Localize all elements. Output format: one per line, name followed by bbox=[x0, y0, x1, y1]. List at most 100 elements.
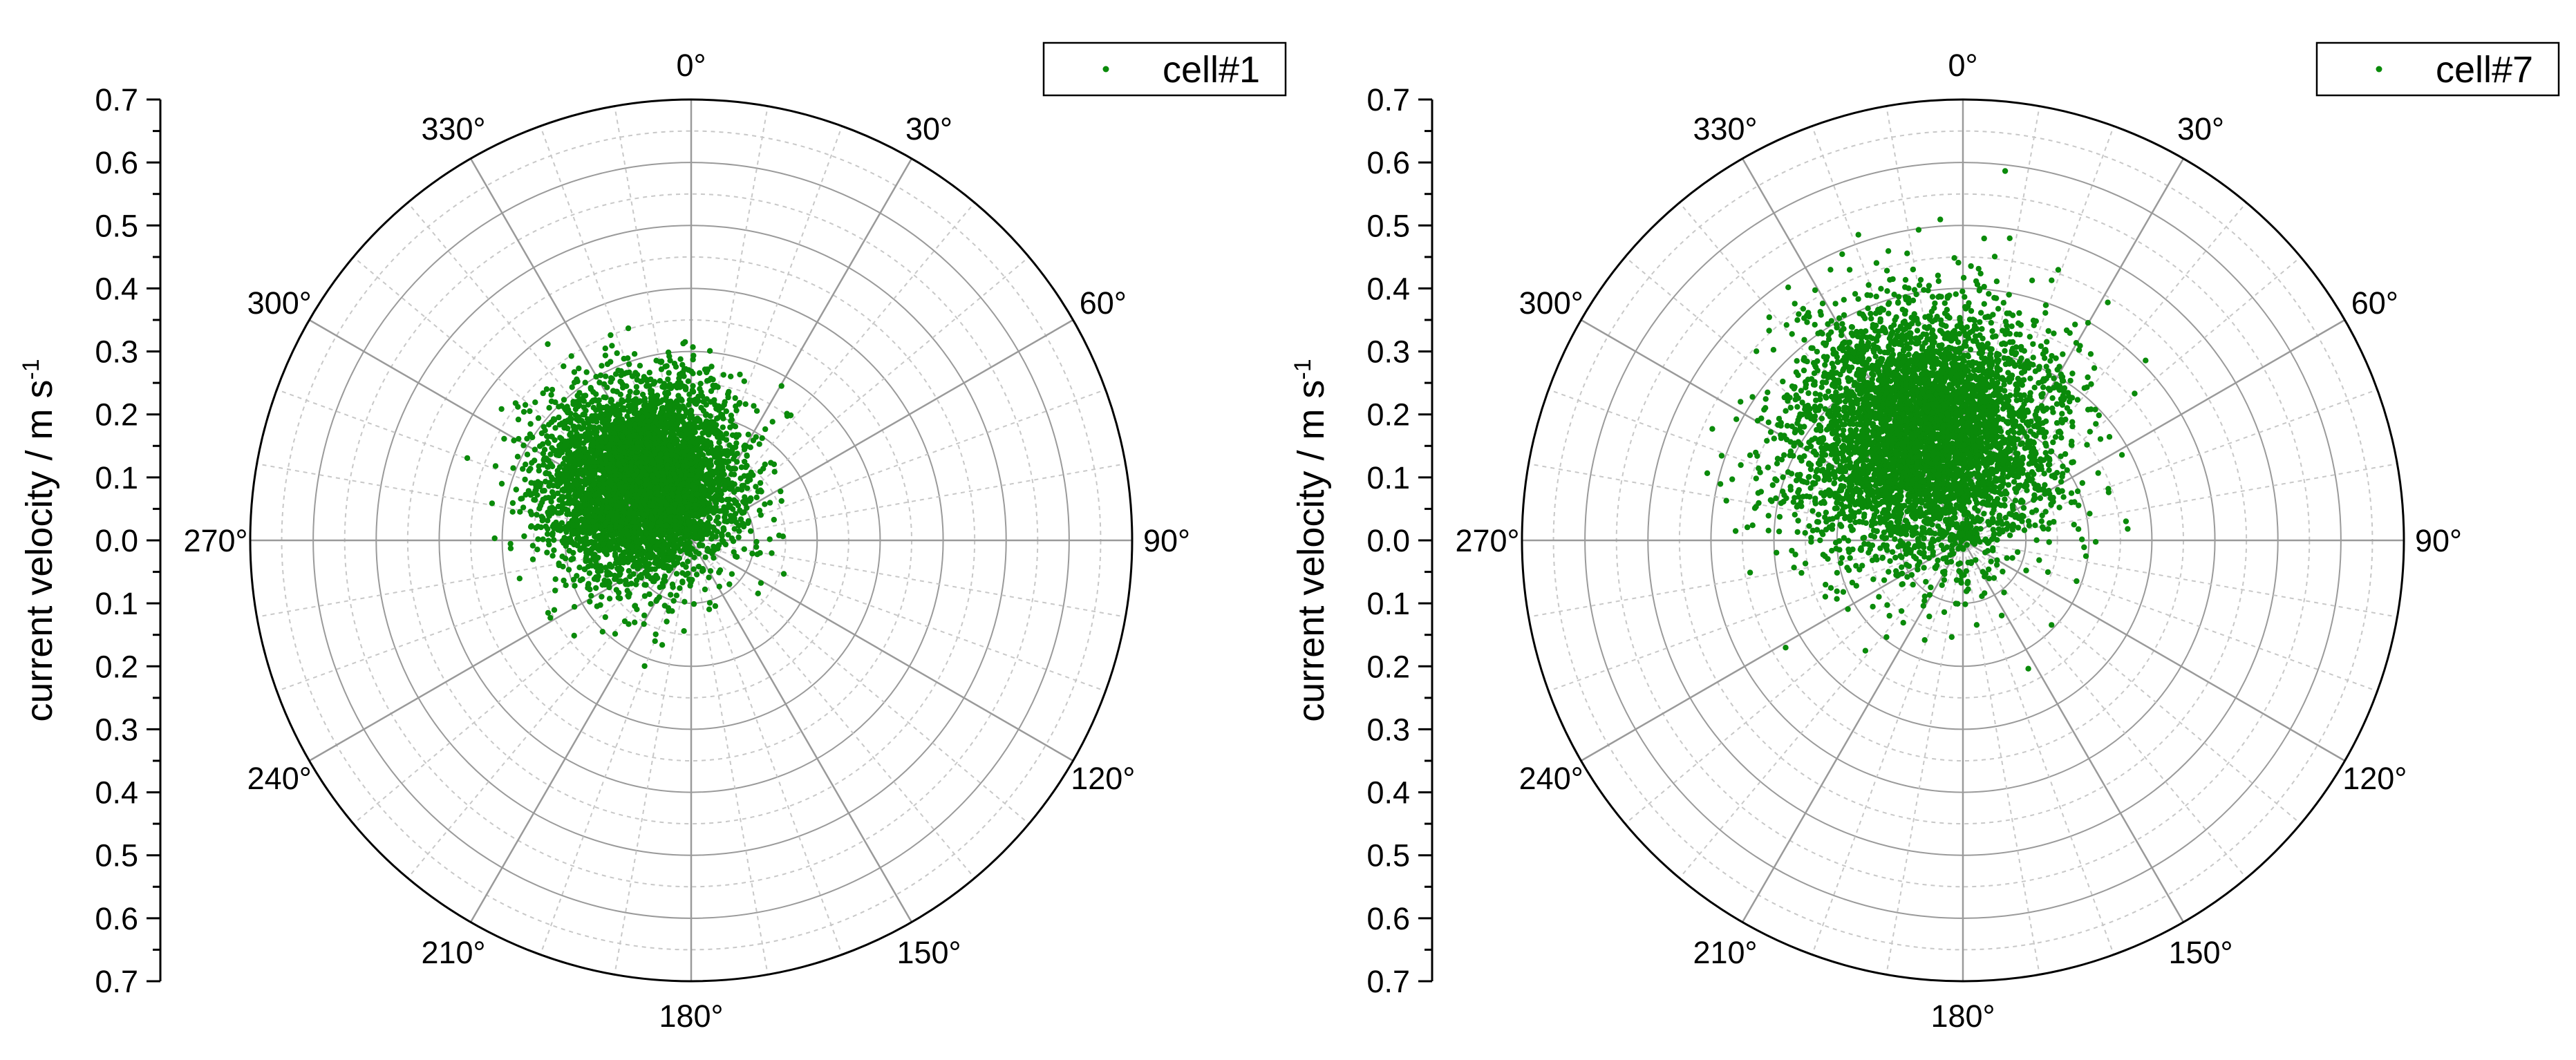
data-point bbox=[771, 516, 778, 523]
data-point bbox=[728, 413, 735, 419]
data-point bbox=[614, 350, 620, 357]
data-point bbox=[588, 539, 594, 545]
data-point bbox=[677, 514, 684, 520]
data-point bbox=[762, 501, 768, 507]
data-point bbox=[730, 422, 737, 429]
data-point bbox=[619, 541, 626, 547]
data-point bbox=[693, 533, 699, 540]
data-point bbox=[715, 514, 721, 520]
data-point bbox=[719, 404, 726, 410]
data-point bbox=[681, 366, 687, 373]
data-point bbox=[583, 491, 590, 497]
data-point bbox=[684, 426, 690, 433]
data-point bbox=[741, 509, 747, 515]
data-point bbox=[706, 515, 713, 522]
data-point bbox=[674, 437, 680, 444]
data-point bbox=[722, 458, 728, 464]
data-point bbox=[663, 412, 670, 418]
data-point bbox=[527, 421, 534, 427]
data-point bbox=[643, 448, 650, 455]
data-point bbox=[603, 410, 609, 417]
data-point bbox=[646, 370, 652, 376]
data-point bbox=[587, 507, 593, 513]
data-point bbox=[736, 528, 742, 534]
data-point bbox=[686, 420, 693, 426]
data-point bbox=[643, 435, 650, 442]
data-point bbox=[685, 519, 691, 525]
data-point bbox=[778, 383, 784, 389]
data-point bbox=[703, 411, 710, 417]
data-point bbox=[575, 471, 581, 477]
data-point bbox=[715, 477, 722, 484]
data-point bbox=[647, 483, 654, 490]
data-point bbox=[720, 415, 726, 422]
data-point bbox=[549, 386, 556, 393]
data-point bbox=[668, 591, 674, 598]
data-point bbox=[665, 376, 671, 383]
data-point bbox=[616, 556, 622, 562]
data-point bbox=[576, 502, 583, 509]
data-point bbox=[554, 522, 560, 528]
data-point bbox=[771, 469, 778, 475]
data-point bbox=[728, 571, 735, 577]
data-point bbox=[735, 534, 742, 540]
data-point bbox=[592, 413, 599, 419]
data-point bbox=[574, 536, 581, 542]
data-point bbox=[568, 353, 574, 359]
data-point bbox=[609, 343, 615, 349]
data-point bbox=[646, 383, 652, 389]
data-point bbox=[538, 524, 544, 531]
data-point bbox=[632, 422, 638, 428]
data-point bbox=[596, 379, 603, 386]
data-point bbox=[549, 530, 556, 536]
data-point bbox=[753, 408, 760, 414]
data-point bbox=[582, 502, 589, 508]
data-point bbox=[516, 435, 522, 442]
data-point bbox=[631, 351, 638, 357]
data-point bbox=[767, 536, 773, 542]
data-point bbox=[581, 424, 587, 430]
data-point bbox=[635, 426, 642, 433]
data-point bbox=[713, 382, 719, 389]
data-point bbox=[687, 433, 693, 439]
data-point bbox=[686, 540, 693, 546]
data-point bbox=[741, 378, 748, 384]
data-point bbox=[547, 505, 553, 511]
data-point bbox=[586, 570, 593, 576]
data-point bbox=[552, 576, 558, 583]
data-point bbox=[735, 432, 742, 438]
data-point bbox=[734, 451, 740, 457]
major-grid-spoke bbox=[690, 319, 1074, 542]
data-point bbox=[540, 536, 546, 542]
data-point bbox=[711, 555, 717, 561]
data-point bbox=[608, 332, 614, 339]
data-point bbox=[552, 587, 558, 594]
data-point bbox=[535, 415, 542, 422]
major-grid-spoke bbox=[469, 540, 693, 923]
data-point bbox=[601, 394, 607, 400]
data-point bbox=[621, 618, 628, 625]
data-point bbox=[635, 479, 642, 486]
data-point bbox=[576, 565, 583, 571]
data-point bbox=[679, 397, 685, 404]
data-point bbox=[570, 522, 576, 529]
data-point bbox=[551, 537, 557, 543]
data-point bbox=[585, 453, 592, 459]
data-point bbox=[716, 439, 722, 446]
data-point bbox=[544, 433, 550, 439]
major-grid-spoke bbox=[690, 540, 913, 923]
data-point bbox=[769, 419, 775, 425]
data-point bbox=[758, 580, 764, 586]
minor-grid-spoke bbox=[352, 256, 692, 541]
data-point bbox=[633, 581, 639, 587]
data-point bbox=[590, 551, 596, 558]
data-point bbox=[666, 564, 673, 570]
data-point bbox=[548, 392, 554, 398]
data-point bbox=[681, 598, 688, 605]
data-point bbox=[629, 488, 636, 494]
data-point bbox=[749, 550, 755, 557]
data-point bbox=[702, 554, 708, 560]
data-point bbox=[509, 509, 516, 515]
data-point bbox=[549, 463, 556, 470]
data-point bbox=[561, 500, 567, 507]
